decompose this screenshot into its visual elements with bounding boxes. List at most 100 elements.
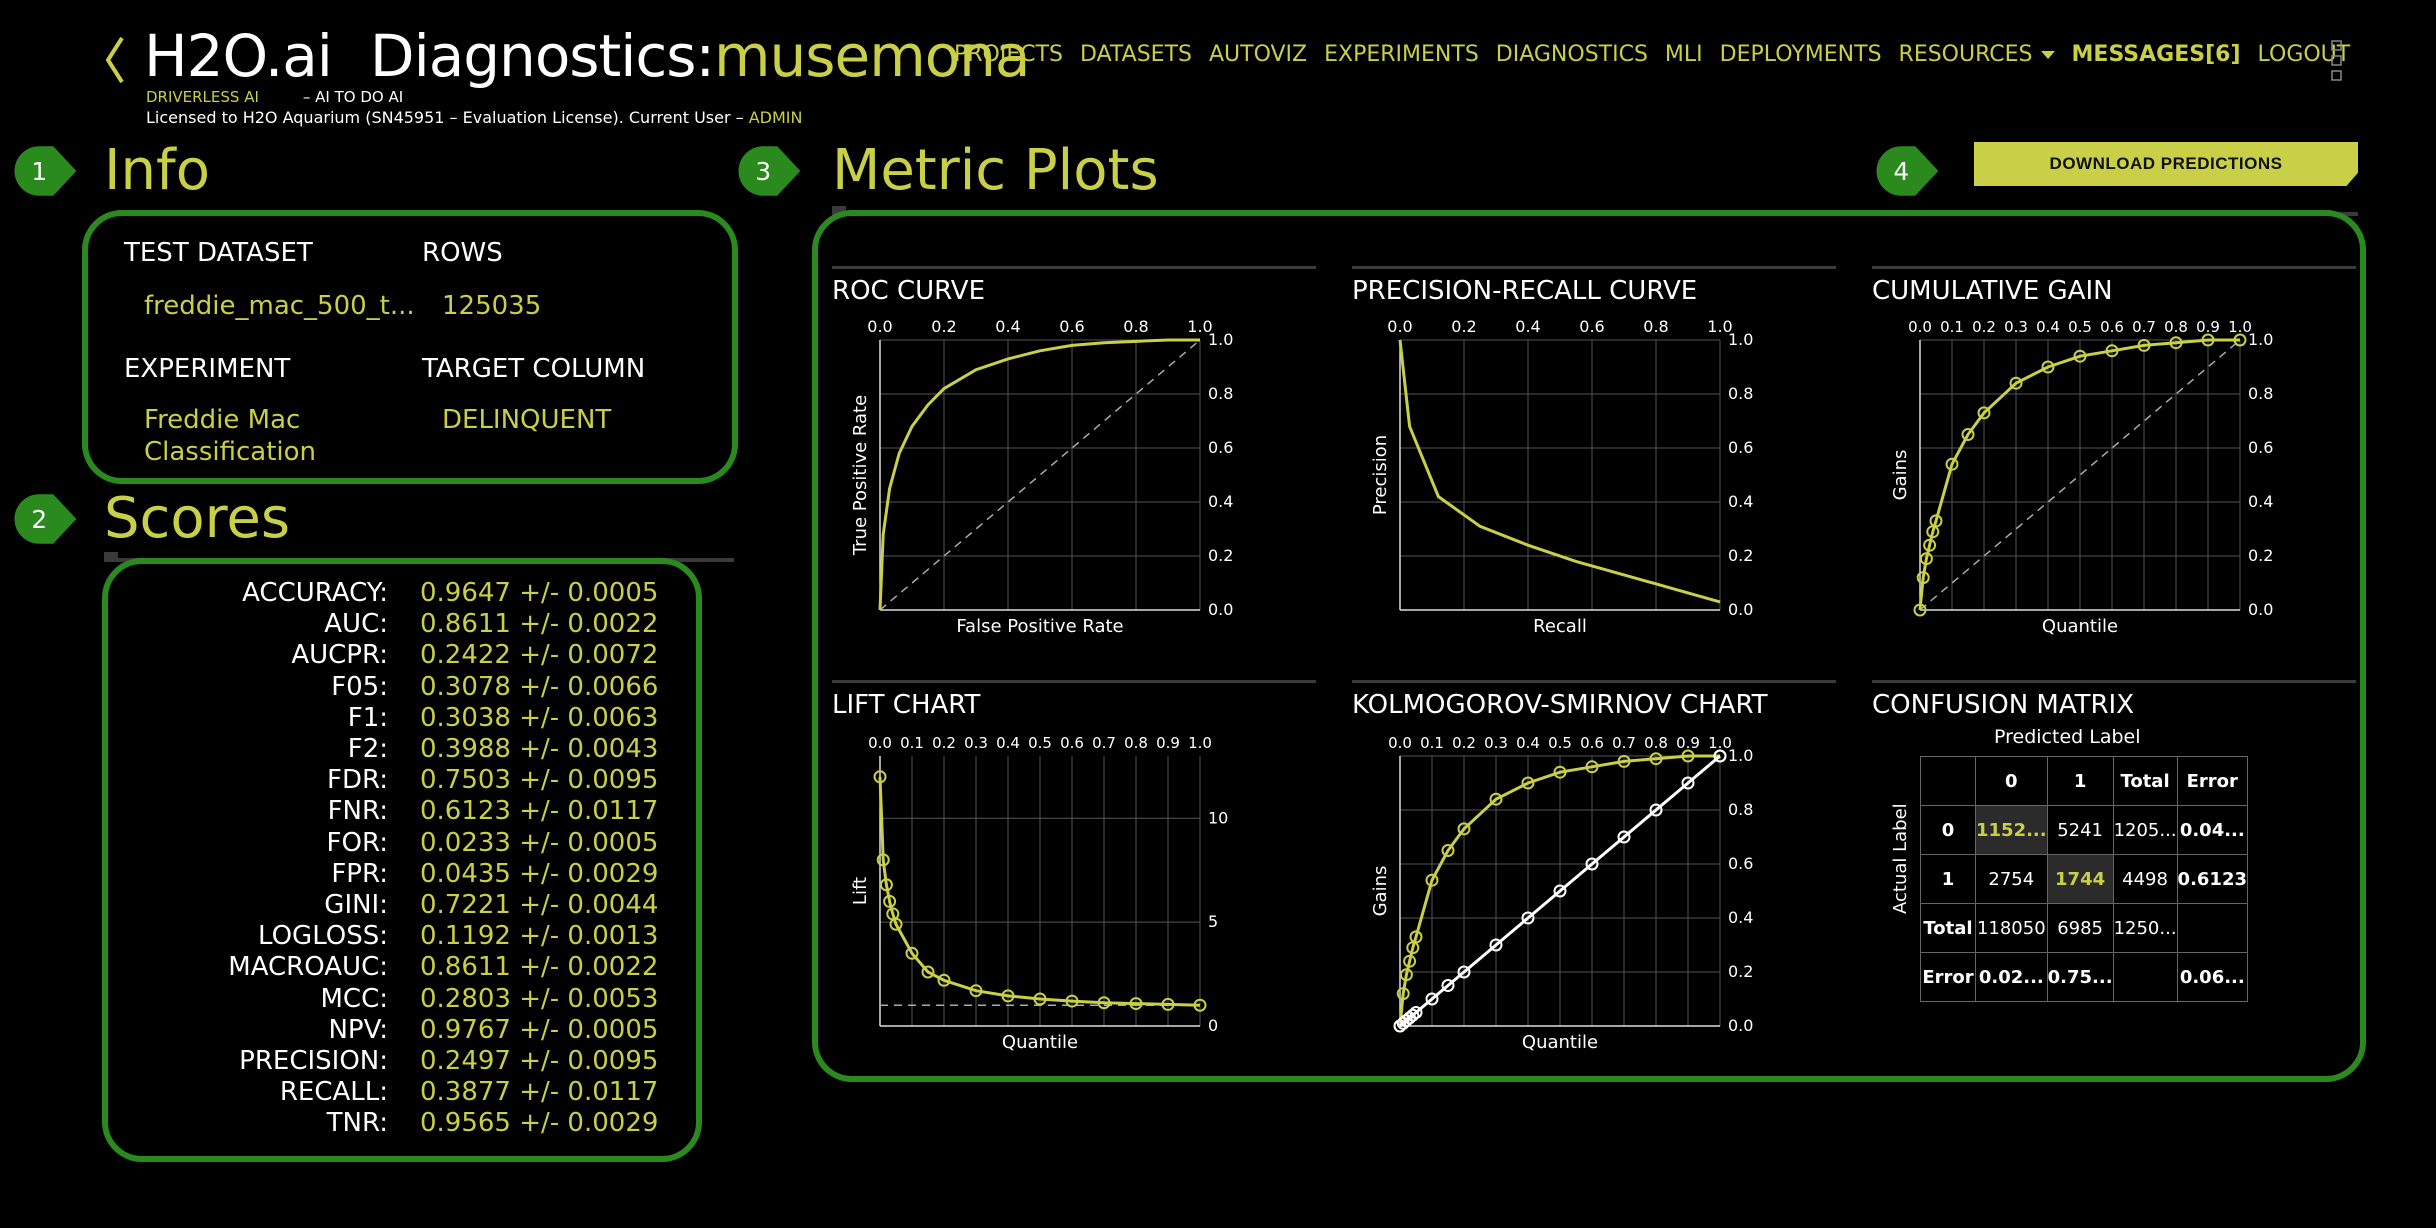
scores-title: Scores (104, 486, 291, 551)
nav-projects[interactable]: PROJECTS (954, 42, 1064, 67)
data-point (1521, 776, 1535, 790)
download-predictions-button[interactable]: DOWNLOAD PREDICTIONS (1974, 142, 2358, 186)
y-axis-label: Gains (1370, 866, 1391, 917)
x-tick-label: 0.4 (2036, 318, 2060, 336)
nav-messages[interactable]: MESSAGES[6] (2071, 42, 2241, 67)
score-row: MACROAUC: 0.8611 +/- 0.0022 (104, 952, 704, 983)
x-tick-label: 0.6 (1059, 317, 1084, 336)
gain-title: CUMULATIVE GAIN (1872, 276, 2113, 306)
data-point (2105, 344, 2119, 358)
lift-chart: 0.0 0.1 0.2 0.3 0.4 0.5 0.6 0.7 0.8 0.9 1.0 0 5 10 Qua… (850, 734, 1228, 1053)
experiment-value-line2[interactable]: Classification (144, 437, 317, 467)
data-point (2073, 349, 2087, 363)
data-point (1553, 884, 1567, 898)
data-point (969, 984, 983, 998)
data-point (876, 853, 890, 867)
cm-cell: 1205... (2112, 805, 2178, 855)
data-point (2233, 333, 2247, 347)
product-motto: – AI TO DO AI (302, 88, 404, 106)
x-tick-label: 0.2 (1452, 734, 1476, 752)
y-axis-label: Gains (1890, 450, 1911, 501)
nav-autoviz[interactable]: AUTOVIZ (1208, 42, 1308, 67)
score-metric-value: 0.3078 +/- 0.0066 (420, 671, 659, 702)
ks-underline (1352, 680, 1836, 683)
x-tick-label: 0.1 (1940, 318, 1964, 336)
data-point (1649, 803, 1663, 817)
y-tick-label: 5 (1208, 912, 1218, 931)
back-chevron-icon[interactable] (96, 30, 136, 90)
y-tick-label: 0.8 (1208, 384, 1233, 403)
experiment-value-line1[interactable]: Freddie Mac (144, 405, 301, 435)
y-tick-label: 0.2 (1208, 546, 1233, 565)
x-axis-label: Quantile (2042, 616, 2118, 637)
nav-mli[interactable]: MLI (1664, 42, 1703, 67)
callout-badge-1: 1 (14, 146, 77, 196)
nav-datasets[interactable]: DATASETS (1080, 42, 1192, 67)
cm-row-header: Total (1920, 903, 1976, 953)
score-row: MCC: 0.2803 +/- 0.0053 (104, 984, 704, 1015)
nav-logout[interactable]: LOGOUT (2257, 42, 2351, 67)
x-tick-label: 0.7 (1612, 734, 1636, 752)
x-tick-label: 0.9 (1156, 734, 1180, 752)
gain-underline (1872, 266, 2356, 269)
precision-recall-chart: 0.0 0.2 0.4 0.6 0.8 1.0 0.0 0.2 0.4 0.6 0.8 1.0 Reca… (1370, 317, 1753, 637)
product-name: DRIVERLESS AI (146, 88, 259, 106)
score-row: LOGLOSS: 0.1192 +/- 0.0013 (104, 921, 704, 952)
score-metric-value: 0.1192 +/- 0.0013 (420, 921, 659, 952)
cm-cell: 0.06... (2176, 952, 2249, 1002)
data-point (1161, 997, 1175, 1011)
score-row: AUC: 0.8611 +/- 0.0022 (104, 609, 704, 640)
metric-plots-title: Metric Plots (832, 138, 1159, 203)
data-point (1713, 749, 1727, 763)
logo-subtitle: DRIVERLESS AI – AI TO DO AI (146, 88, 403, 106)
nav-resources-dropdown[interactable]: RESOURCES (1899, 42, 2055, 67)
score-row: AUCPR: 0.2422 +/- 0.0072 (104, 640, 704, 671)
x-tick-label: 1.0 (1187, 317, 1212, 336)
x-tick-label: 0.8 (1123, 317, 1148, 336)
data-point (1521, 911, 1535, 925)
cm-header-cell: 0 (1975, 756, 2048, 806)
nav-deployments[interactable]: DEPLOYMENTS (1719, 42, 1882, 67)
nav-experiments[interactable]: EXPERIMENTS (1324, 42, 1479, 67)
x-tick-label: 0.1 (900, 734, 924, 752)
cm-cell: 2754 (1975, 854, 2048, 904)
score-metric-name: NPV: (328, 1014, 388, 1045)
x-tick-label: 0.2 (931, 317, 956, 336)
score-row: F05: 0.3078 +/- 0.0066 (104, 672, 704, 703)
score-metric-value: 0.0435 +/- 0.0029 (420, 858, 659, 889)
test-dataset-value[interactable]: freddie_mac_500_t... (144, 291, 415, 321)
score-metric-value: 0.7503 +/- 0.0095 (420, 765, 659, 796)
page-title: Diagnostics: (369, 22, 715, 90)
data-point (889, 917, 903, 931)
ks-chart: 0.0 0.1 0.2 0.3 0.4 0.5 0.6 0.7 0.8 0.9 1.0 0.0 0.2 0… (1370, 734, 1753, 1053)
score-row: F1: 0.3038 +/- 0.0063 (104, 703, 704, 734)
x-tick-label: 0.5 (2068, 318, 2092, 336)
cm-row: 1 2754 1744 4498 0.6123 (1920, 854, 2249, 904)
cm-actual-label: Actual Label (1890, 803, 1911, 914)
cm-cell: 0.04... (2176, 805, 2249, 855)
callout-badge-4: 4 (1876, 146, 1939, 196)
data-point (1441, 844, 1455, 857)
x-tick-label: 0.0 (868, 734, 892, 752)
x-tick-label: 1.0 (1188, 734, 1212, 752)
score-metric-name: F1: (347, 702, 388, 733)
x-tick-label: 0.8 (1644, 734, 1668, 752)
data-point (1425, 873, 1439, 887)
nav-diagnostics[interactable]: DIAGNOSTICS (1495, 42, 1648, 67)
y-tick-label: 0.8 (2248, 384, 2273, 403)
more-menu-icon[interactable] (2330, 40, 2344, 82)
cm-cell (2112, 952, 2178, 1002)
info-panel: TEST DATASET ROWS freddie_mac_500_t... 1… (82, 210, 738, 484)
score-metric-name: LOGLOSS: (258, 921, 388, 952)
score-metric-name: RECALL: (279, 1077, 388, 1108)
x-axis-label: Quantile (1002, 1032, 1078, 1053)
pr-title: PRECISION-RECALL CURVE (1352, 276, 1698, 306)
cm-header-row: 0 1 Total Error (1920, 756, 2249, 806)
data-point (1399, 968, 1413, 982)
score-metric-value: 0.2803 +/- 0.0053 (420, 983, 659, 1014)
score-metric-name: MACROAUC: (228, 952, 388, 983)
cm-header-cell: Total (2112, 756, 2178, 806)
score-row: GINI: 0.7221 +/- 0.0044 (104, 890, 704, 921)
cm-cell: 4498 (2112, 854, 2178, 904)
data-point (1457, 822, 1471, 836)
